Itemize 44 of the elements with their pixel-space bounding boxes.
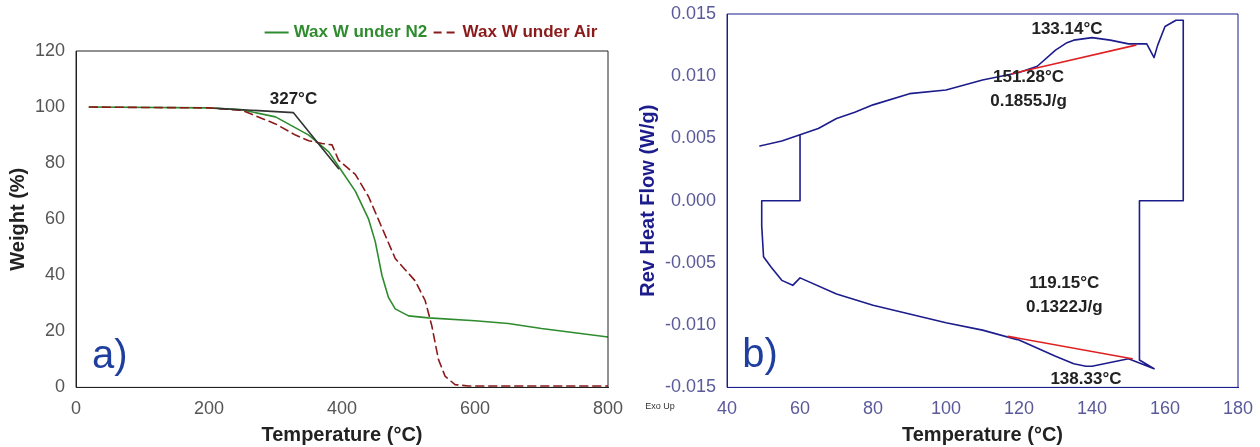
x-tick-label: 60 — [790, 398, 811, 419]
annotation: 138.33°C — [1050, 369, 1122, 389]
y-tick-label: 0.000 — [670, 189, 717, 210]
y-tick-label: -0.005 — [664, 251, 717, 272]
y-tick-label: 40 — [45, 264, 66, 285]
y-tick-label: 20 — [45, 320, 66, 341]
x-axis-title: Temperature (°C) — [902, 422, 1064, 445]
text: Exo Up — [645, 401, 675, 412]
y-axis-title: Rev Heat Flow (W/g) — [635, 104, 658, 297]
y-tick-label: 120 — [34, 39, 66, 60]
y-axis-title: Weight (%) — [5, 167, 28, 271]
y-tick-label: -0.010 — [664, 314, 717, 335]
annotation: 0.1322J/g — [1025, 296, 1103, 316]
x-tick-label: 800 — [592, 398, 624, 419]
x-tick-label: 140 — [1076, 398, 1108, 419]
annotation: 151.28°C — [992, 67, 1065, 87]
x-tick-label: 100 — [931, 398, 962, 419]
annotation: a) — [91, 332, 128, 377]
annotation: 0.1855J/g — [990, 91, 1067, 111]
annotation: b) — [742, 331, 778, 376]
x-tick-label: 160 — [1149, 398, 1181, 419]
y-tick-label: 0 — [55, 376, 66, 397]
legend-label: Wax W under Air — [462, 22, 598, 42]
x-axis-title: Temperature (°C) — [261, 422, 423, 445]
y-tick-label: 60 — [45, 208, 66, 229]
x-tick-label: 200 — [194, 398, 225, 419]
annotation: 133.14°C — [1031, 18, 1103, 38]
x-tick-label: 40 — [717, 398, 738, 419]
annotation: 327°C — [269, 88, 318, 108]
y-tick-label: 0.005 — [670, 127, 717, 148]
y-tick-label: 100 — [34, 96, 66, 117]
y-tick-label: 0.010 — [670, 65, 717, 86]
x-tick-label: 120 — [1003, 398, 1035, 419]
x-tick-label: 400 — [326, 398, 358, 419]
y-tick-label: 0.015 — [670, 2, 717, 23]
y-tick-label: -0.015 — [664, 376, 717, 397]
y-tick-label: 80 — [45, 152, 66, 173]
annotation: 119.15°C — [1029, 272, 1100, 292]
x-tick-label: 600 — [459, 398, 491, 419]
line-series — [88, 106, 608, 387]
x-tick-label: 80 — [863, 398, 884, 419]
x-tick-label: 0 — [71, 398, 82, 419]
legend-label: Wax W under N2 — [293, 22, 428, 42]
x-tick-label: 180 — [1222, 398, 1254, 419]
